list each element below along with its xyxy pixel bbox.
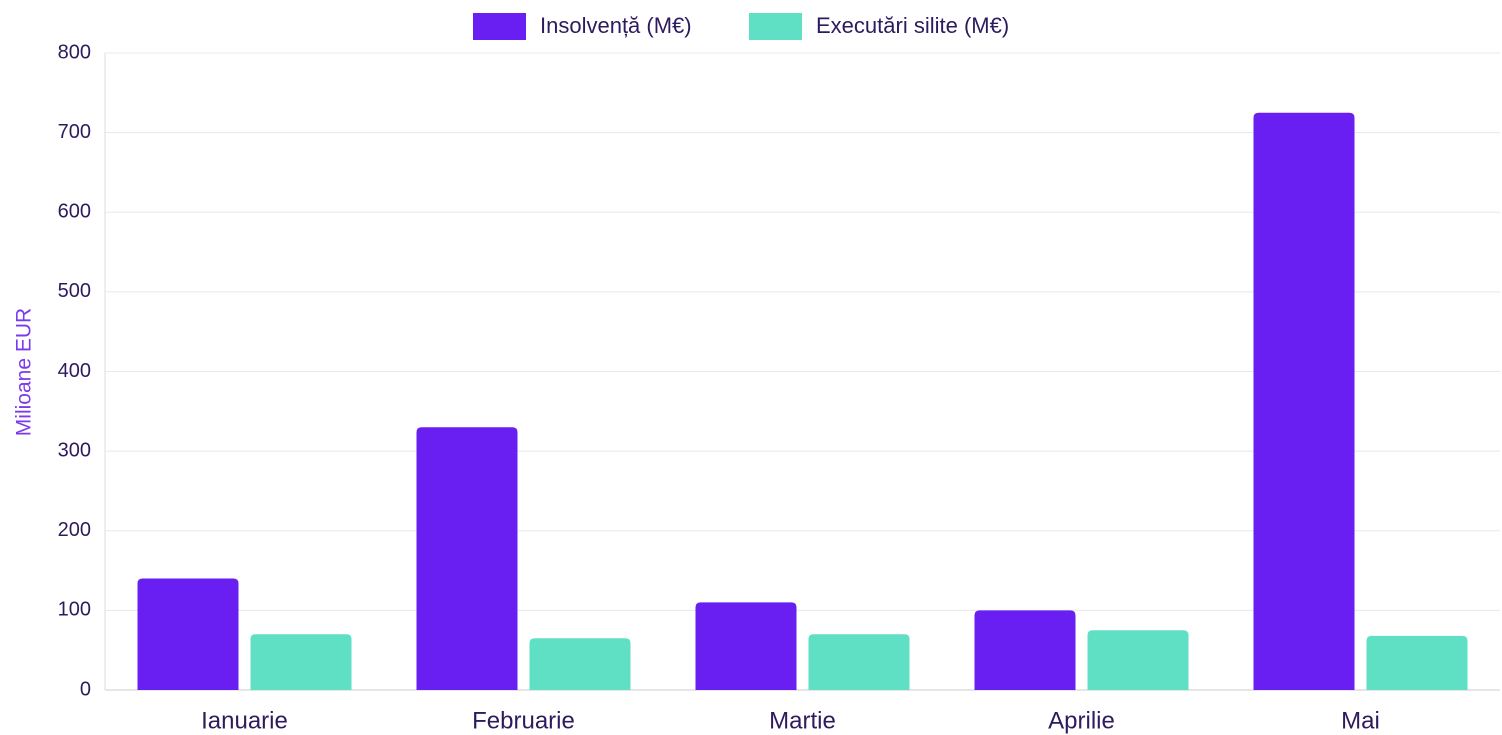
y-tick-label: 300	[58, 439, 91, 461]
bar	[529, 638, 631, 690]
y-tick-label: 400	[58, 360, 91, 382]
x-tick-label: Ianuarie	[201, 707, 288, 734]
bar	[808, 634, 910, 690]
y-tick-label: 100	[58, 599, 91, 621]
bar	[1366, 635, 1468, 690]
x-tick-label: Mai	[1341, 707, 1380, 734]
bar	[1253, 112, 1355, 690]
y-tick-label: 0	[80, 678, 91, 700]
y-tick-label: 700	[58, 121, 91, 143]
bar	[1087, 630, 1189, 690]
legend-swatch	[473, 13, 526, 40]
y-axis-title: Milioane EUR	[13, 308, 36, 436]
legend-label: Insolvență (M€)	[540, 13, 692, 38]
y-tick-label: 800	[58, 41, 91, 63]
y-tick-label: 200	[58, 519, 91, 541]
bar	[250, 634, 352, 690]
legend-swatch	[749, 13, 802, 40]
x-tick-label: Februarie	[472, 707, 575, 734]
bar	[695, 602, 797, 690]
bar	[974, 610, 1076, 690]
y-tick-label: 500	[58, 280, 91, 302]
bar	[137, 578, 239, 690]
y-tick-label: 600	[58, 201, 91, 223]
x-tick-label: Aprilie	[1048, 707, 1115, 734]
legend-label: Executări silite (M€)	[816, 13, 1009, 38]
bar	[416, 427, 518, 690]
x-tick-label: Martie	[769, 707, 836, 734]
